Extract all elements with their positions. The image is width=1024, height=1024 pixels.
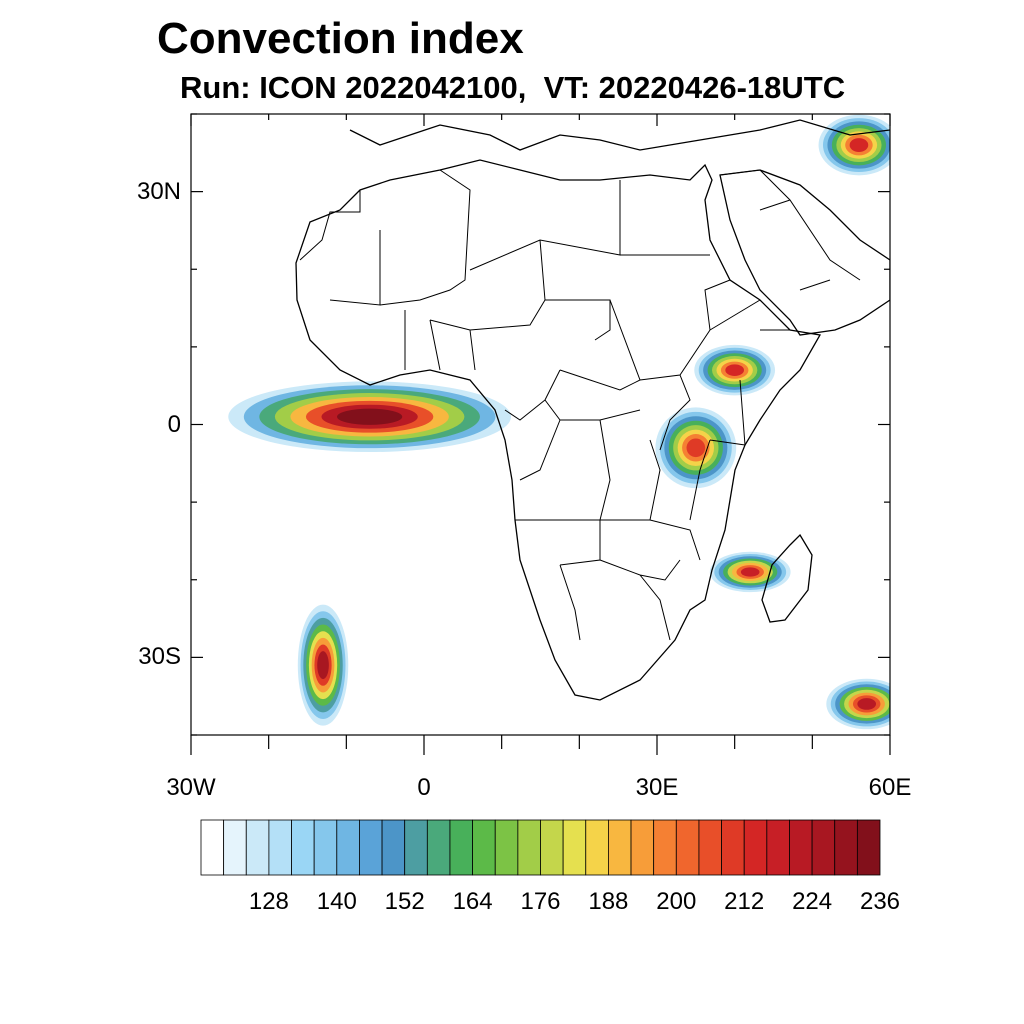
- colorbar-box: [834, 819, 858, 876]
- colorbar-tick-label: 200: [656, 888, 697, 915]
- colorbar-box: [313, 819, 338, 876]
- convection-contour: [317, 651, 329, 680]
- colorbar-box: [743, 819, 768, 876]
- lat-tick-label: 30S: [138, 643, 181, 671]
- colorbar-tick-label: 176: [520, 888, 561, 915]
- africa-coastline: [295, 159, 822, 701]
- colorbar-box: [789, 819, 813, 876]
- colorbar-box: [268, 819, 292, 876]
- convection-contour: [686, 438, 706, 458]
- colorbar-box: [856, 819, 881, 876]
- run-label: Run: ICON 2022042100,: [180, 70, 527, 105]
- colorbar-tick-label: 164: [452, 888, 493, 915]
- colorbar-box: [494, 819, 519, 876]
- lon-tick-label: 30E: [635, 774, 679, 801]
- axis-ticks: [190, 113, 891, 755]
- convection-contour: [740, 567, 760, 577]
- map-panel: [190, 113, 891, 755]
- colorbar-box: [472, 819, 496, 876]
- colorbar-tick-label: 224: [792, 888, 833, 915]
- europe-coastline: [349, 119, 890, 151]
- colorbar-box: [698, 819, 722, 876]
- colorbar-box: [585, 819, 609, 876]
- lat-tick-label: 0: [167, 410, 181, 438]
- colorbar-box: [630, 819, 655, 876]
- colorbar-box: [653, 819, 677, 876]
- colorbar-box: [811, 819, 836, 876]
- arabia-coastline: [719, 169, 890, 336]
- lon-tick-label: 30W: [166, 774, 216, 801]
- valid-time-label: VT: 20220426-18UTC: [543, 70, 846, 105]
- colorbar-box: [449, 819, 474, 876]
- convection-contour: [849, 138, 869, 153]
- lat-tick-label: 30N: [136, 177, 181, 205]
- colorbar-box: [336, 819, 360, 876]
- lon-tick-label: 0: [417, 774, 431, 801]
- colorbar-box: [223, 819, 247, 876]
- colorbar-tick-label: 236: [859, 888, 901, 915]
- colorbar-box: [245, 819, 270, 876]
- country-borders-layer: [299, 169, 861, 641]
- colorbar-box: [426, 819, 451, 876]
- convection-contour: [725, 364, 744, 376]
- convection-contour: [337, 408, 403, 425]
- colorbar-box: [540, 819, 564, 876]
- colorbar-box: [381, 819, 406, 876]
- colorbar-tick-label: 128: [248, 888, 289, 915]
- colorbar-box: [562, 819, 587, 876]
- colorbar-box: [200, 819, 225, 876]
- colorbar-tick-label: 152: [384, 888, 425, 915]
- coastline-layer: [295, 119, 890, 701]
- colorbar-boxes: [200, 819, 881, 876]
- colorbar-box: [675, 819, 700, 876]
- convection-contour: [857, 698, 877, 710]
- colorbar-box: [766, 819, 790, 876]
- madagascar-coastline: [761, 533, 813, 623]
- colorbar-box: [721, 819, 745, 876]
- colorbar-box: [291, 819, 315, 876]
- border-lines: [299, 169, 861, 641]
- colorbar-box: [608, 819, 632, 876]
- colorbar-box: [404, 819, 428, 876]
- chart-subtitle: Run: ICON 2022042100, VT: 20220426-18UTC: [180, 70, 845, 106]
- chart-title: Convection index: [157, 14, 524, 63]
- lon-tick-label: 60E: [868, 774, 912, 801]
- colorbar-box: [517, 819, 541, 876]
- colorbar-tick-label: 212: [724, 888, 765, 915]
- colorbar-box: [359, 819, 383, 876]
- colorbar-tick-label: 140: [316, 888, 357, 915]
- colorbar-tick-label: 188: [588, 888, 629, 915]
